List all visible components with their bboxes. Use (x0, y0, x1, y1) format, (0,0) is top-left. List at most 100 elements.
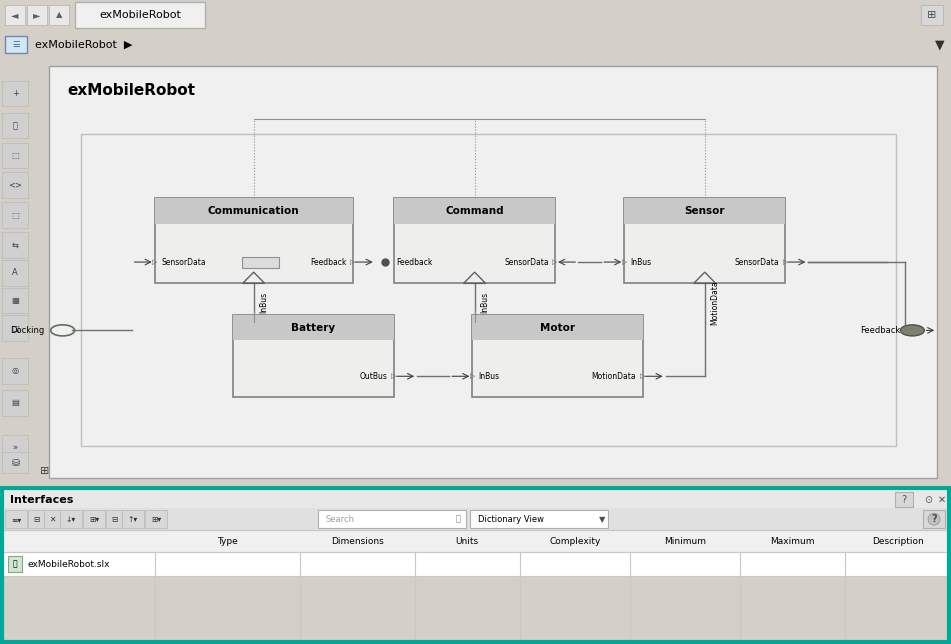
Bar (233, 316, 394, 340)
Bar (75, 2, 205, 28)
Text: ▤: ▤ (11, 399, 19, 408)
Bar (3, 202, 28, 228)
Text: ▲: ▲ (56, 10, 62, 19)
Text: ◎: ◎ (11, 366, 19, 375)
Text: ▷: ▷ (350, 259, 356, 265)
Text: ⊟: ⊟ (33, 515, 39, 524)
Text: ▼: ▼ (935, 38, 944, 51)
Bar (624, 198, 786, 223)
Text: Feedback: Feedback (396, 258, 433, 267)
Bar (5, 35, 27, 53)
Text: Units: Units (456, 536, 478, 545)
Bar (81, 134, 896, 446)
Text: ⊞▾: ⊞▾ (88, 515, 99, 524)
Bar (155, 198, 353, 283)
Text: ▦: ▦ (11, 296, 19, 305)
Bar (3, 552, 948, 576)
Text: SensorData: SensorData (161, 258, 205, 267)
Bar (243, 256, 279, 268)
Text: ⬚: ⬚ (11, 151, 19, 160)
Text: ⊟: ⊟ (111, 515, 117, 524)
Text: +: + (11, 89, 19, 98)
Bar (3, 113, 28, 138)
Text: □: □ (11, 324, 19, 333)
Bar (3, 173, 28, 198)
Text: ☰: ☰ (12, 40, 20, 49)
Text: MotionData: MotionData (710, 280, 719, 325)
Bar (3, 288, 28, 313)
Bar (3, 530, 948, 641)
Text: Docking: Docking (10, 326, 45, 335)
Text: Description: Description (872, 536, 923, 545)
Text: exMobileRobot  ▶: exMobileRobot ▶ (35, 39, 132, 50)
Text: Dictionary View: Dictionary View (478, 515, 544, 524)
Bar (44, 510, 60, 528)
Text: InBus: InBus (631, 258, 651, 267)
Bar (233, 316, 394, 397)
Bar (28, 510, 44, 528)
Text: ⊙: ⊙ (924, 495, 932, 505)
Bar (394, 198, 555, 223)
Bar (318, 510, 466, 528)
Text: exMobileRobot: exMobileRobot (99, 10, 181, 20)
Bar (145, 510, 167, 528)
Text: ▷: ▷ (640, 374, 646, 379)
Text: »: » (12, 443, 18, 452)
Bar (470, 510, 608, 528)
Bar (5, 510, 27, 528)
Bar (473, 316, 643, 397)
Bar (3, 260, 28, 285)
Text: ▷: ▷ (392, 374, 397, 379)
Circle shape (901, 325, 924, 336)
Text: Complexity: Complexity (550, 536, 601, 545)
Text: InBus: InBus (260, 292, 268, 313)
Text: Minimum: Minimum (664, 536, 706, 545)
Bar (921, 5, 943, 24)
Bar (3, 530, 948, 552)
Bar (3, 316, 28, 341)
Text: Communication: Communication (208, 206, 300, 216)
Bar (27, 5, 47, 24)
Text: ⬚: ⬚ (11, 211, 19, 220)
Bar (624, 198, 786, 283)
Text: Maximum: Maximum (769, 536, 814, 545)
Text: ▷: ▷ (152, 259, 158, 265)
Text: InBus: InBus (480, 292, 489, 313)
Text: ⊞: ⊞ (927, 10, 937, 20)
Bar (3, 358, 28, 384)
Text: Dimensions: Dimensions (331, 536, 383, 545)
Bar (895, 492, 913, 507)
Text: OutBus: OutBus (359, 372, 388, 381)
Text: ▷: ▷ (622, 259, 627, 265)
Bar (3, 142, 28, 168)
Bar (3, 452, 28, 473)
Text: ▷: ▷ (470, 374, 475, 379)
Text: MotionData: MotionData (592, 372, 636, 381)
Text: exMobileRobot: exMobileRobot (68, 82, 195, 98)
Text: ?: ? (902, 495, 906, 505)
Text: ▷: ▷ (783, 259, 788, 265)
Text: ▷: ▷ (553, 259, 558, 265)
Bar (106, 510, 122, 528)
Text: SensorData: SensorData (504, 258, 549, 267)
Bar (60, 510, 82, 528)
Text: Battery: Battery (291, 323, 336, 332)
Text: ⊞▾: ⊞▾ (151, 515, 161, 524)
Bar (8, 556, 22, 572)
Bar (3, 435, 28, 460)
Bar (3, 80, 28, 106)
Text: ↓▾: ↓▾ (66, 515, 76, 524)
Bar (155, 198, 353, 223)
Text: ⛁: ⛁ (11, 458, 19, 468)
Text: Search: Search (325, 515, 354, 524)
Text: ✕: ✕ (938, 495, 946, 505)
Text: 🔍: 🔍 (456, 515, 460, 524)
Text: A: A (12, 269, 18, 277)
Text: InBus: InBus (478, 372, 500, 381)
Text: <>: <> (9, 181, 22, 190)
Text: ↑▾: ↑▾ (127, 515, 138, 524)
Bar (473, 316, 643, 340)
Text: SensorData: SensorData (734, 258, 779, 267)
Text: ⤢: ⤢ (12, 121, 18, 130)
Bar (3, 390, 28, 416)
